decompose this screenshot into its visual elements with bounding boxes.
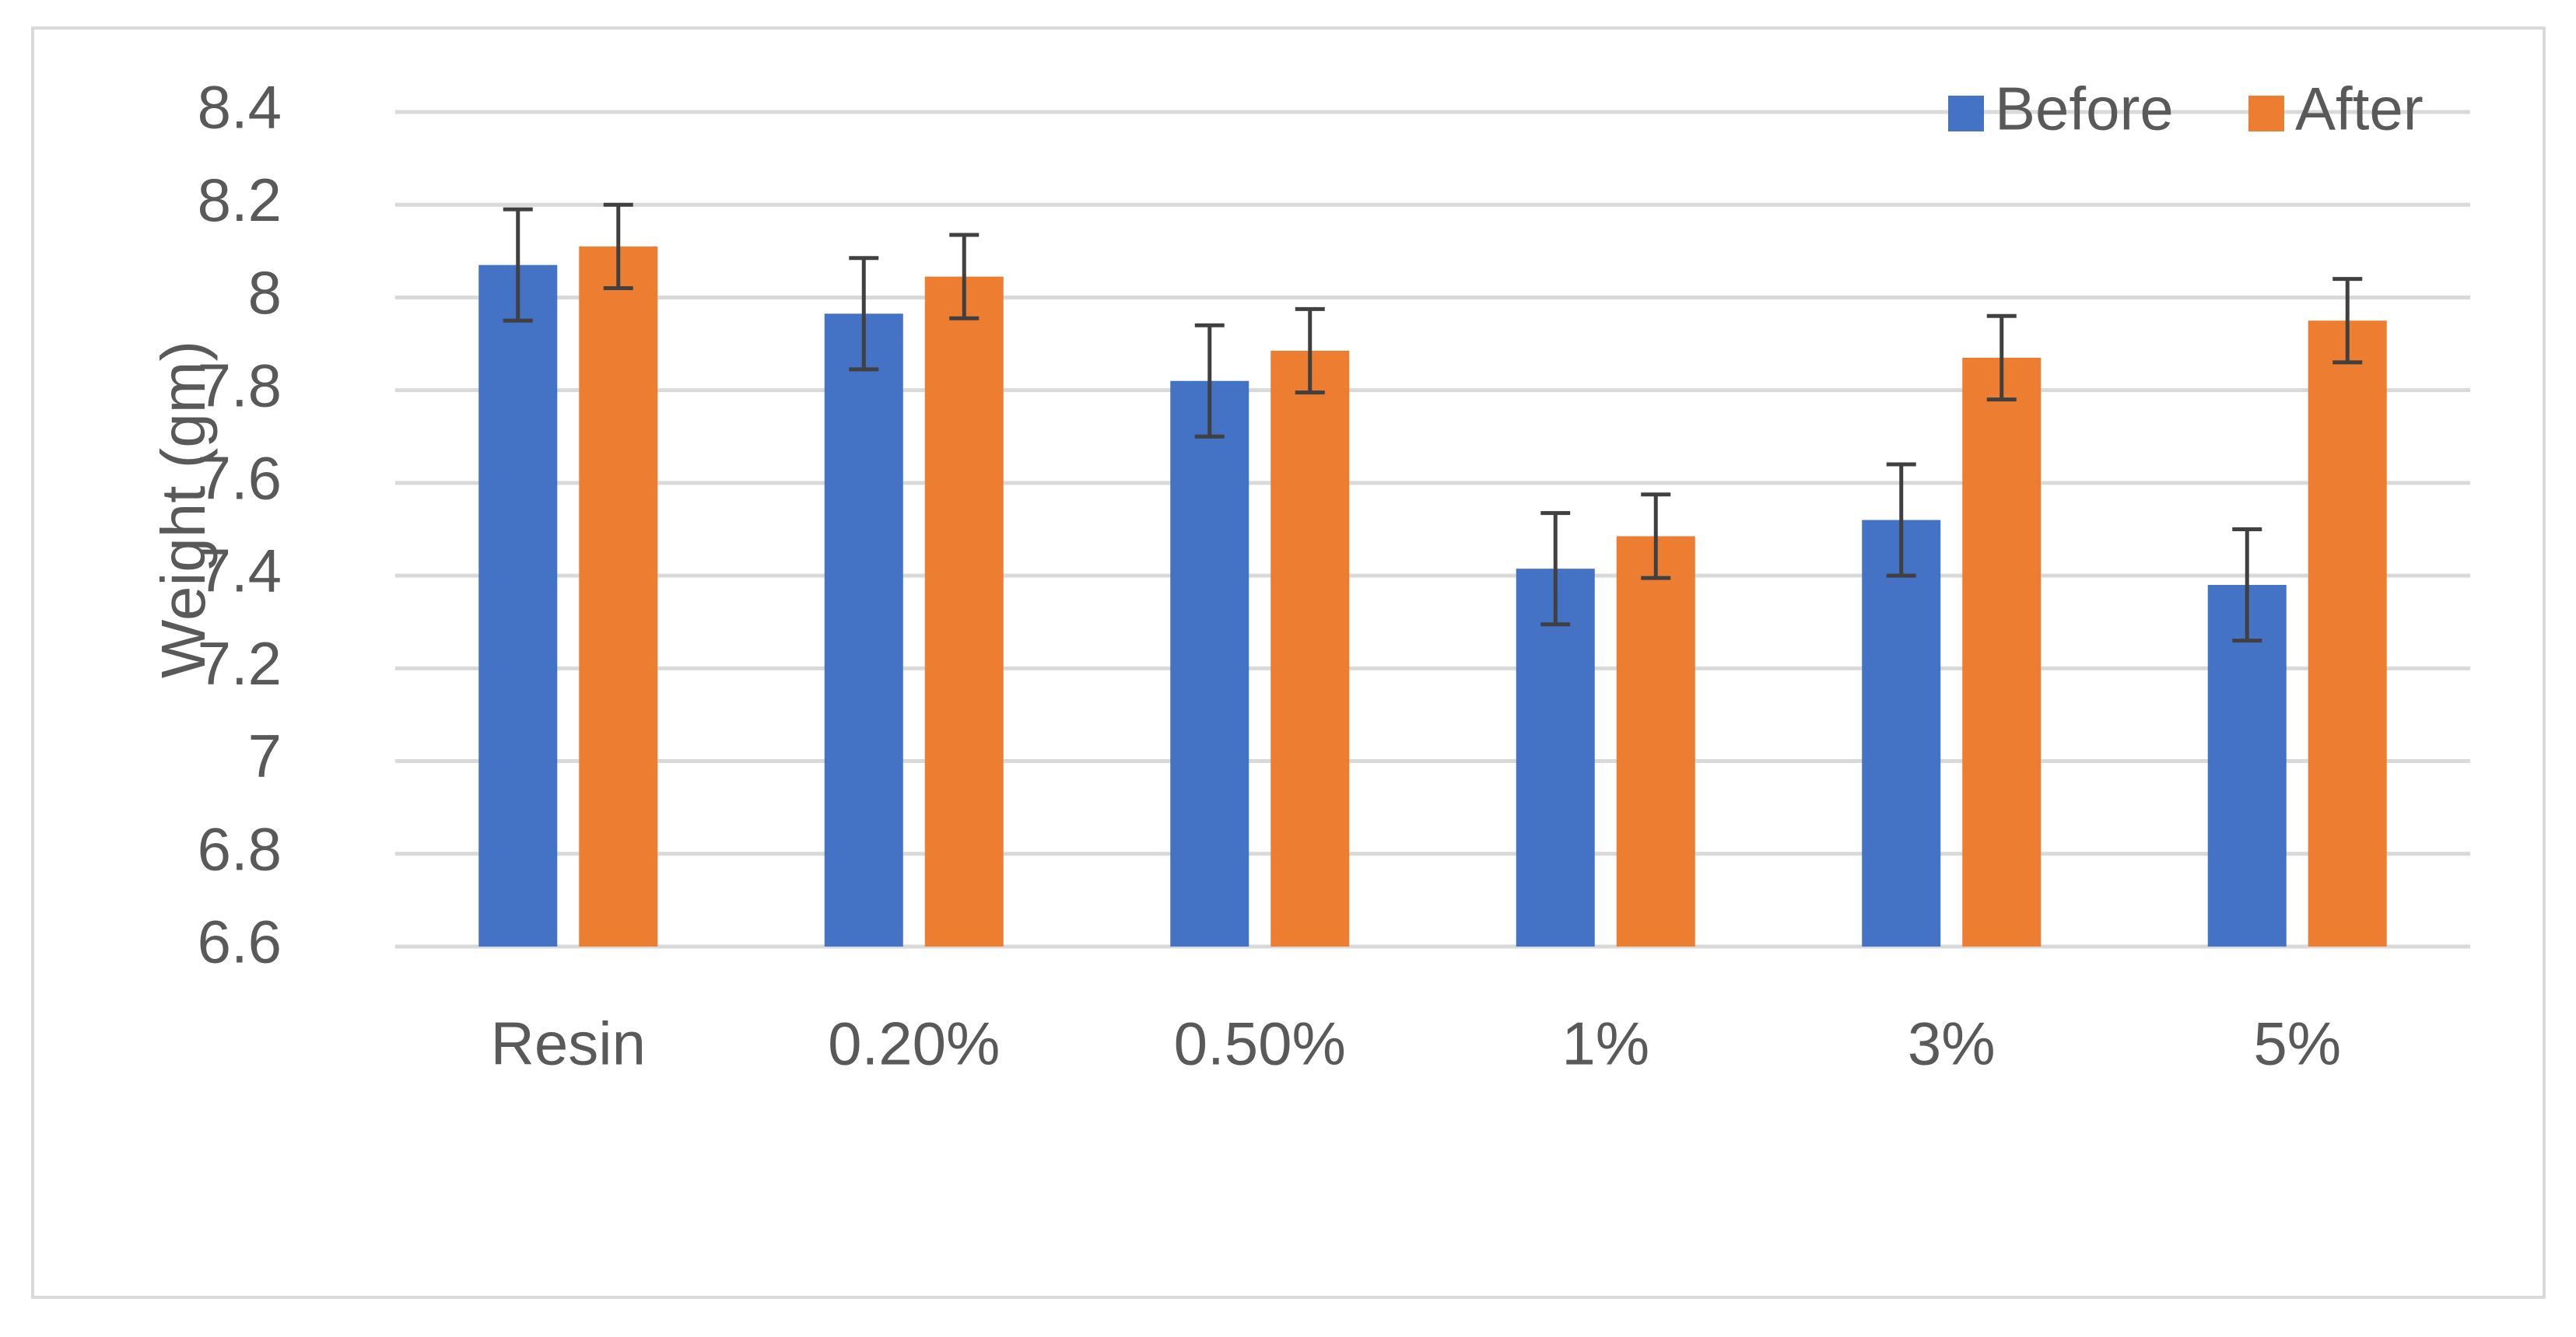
x-axis-ticks: Resin 0.20% 0.50% 1% 3% 5% (491, 1010, 2342, 1078)
bar-before-1 (824, 313, 903, 947)
y-tick-label: 7.6 (198, 443, 282, 512)
bars (478, 246, 2387, 947)
y-tick-label: 8.2 (198, 166, 282, 234)
legend: Before After (1948, 75, 2424, 143)
bar-before-2 (1170, 380, 1249, 947)
y-tick-label: 7 (248, 722, 282, 790)
y-axis-ticks: 8.4 8.2 8 7.8 7.6 7.4 7.2 7 6.8 6.6 (198, 73, 282, 976)
x-tick-label: 0.20% (828, 1010, 1000, 1078)
x-tick-label: Resin (491, 1010, 646, 1078)
y-tick-label: 8.4 (198, 73, 282, 142)
legend-swatch-before (1948, 96, 1984, 131)
y-tick-label: 8 (248, 258, 282, 327)
bar-before-4 (1862, 520, 1941, 947)
error-bars (503, 202, 2363, 643)
bar-after-0 (579, 246, 658, 947)
bar-after-4 (1962, 357, 2042, 947)
bar-after-2 (1270, 350, 1350, 947)
y-axis-title: Weight (gm) (149, 341, 218, 678)
x-tick-label: 1% (1561, 1010, 1649, 1078)
gridlines (395, 110, 2470, 949)
y-tick-label: 7.4 (198, 537, 282, 605)
bar-after-3 (1616, 536, 1695, 947)
y-tick-label: 6.6 (198, 908, 282, 976)
y-tick-label: 7.2 (198, 629, 282, 698)
y-tick-label: 6.8 (198, 814, 282, 883)
y-tick-label: 7.8 (198, 351, 282, 419)
bar-before-3 (1516, 569, 1595, 947)
legend-label-after: After (2295, 75, 2424, 143)
x-tick-label: 0.50% (1174, 1010, 1346, 1078)
bar-after-5 (2308, 320, 2387, 947)
legend-label-before: Before (1995, 75, 2174, 143)
x-tick-label: 5% (2253, 1010, 2341, 1078)
bar-before-5 (2207, 585, 2287, 947)
bar-after-1 (924, 276, 1004, 947)
legend-swatch-after (2248, 96, 2284, 131)
x-tick-label: 3% (1908, 1010, 1996, 1078)
bar-before-0 (478, 264, 558, 947)
